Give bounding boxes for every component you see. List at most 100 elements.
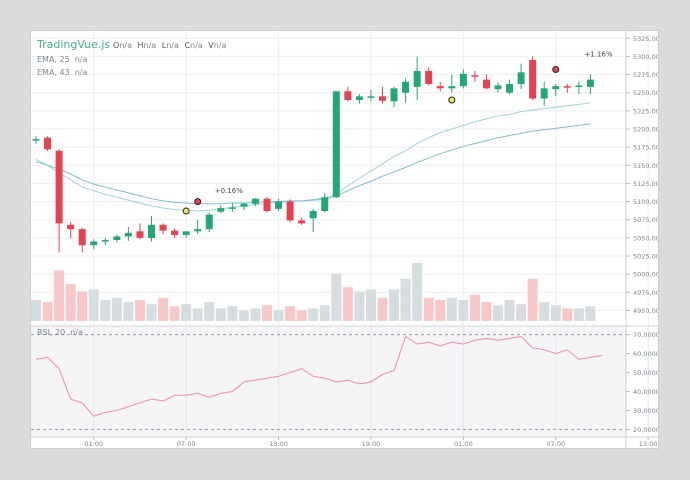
candle-body-20	[263, 198, 271, 212]
candle-body-47	[575, 85, 583, 87]
price-tick-label-4: 5050,00	[633, 234, 658, 242]
price-tick-label-12: 5250,00	[633, 89, 658, 97]
candle-body-37	[459, 73, 467, 87]
candle-22	[286, 199, 294, 222]
rsi-axis[interactable]: 20,0000 30,0000 40,0000 50,0000 60,0000 70,00…	[626, 331, 660, 434]
candle-body-11	[159, 224, 167, 231]
volume-bar-9	[134, 299, 145, 321]
candle-body-5	[90, 241, 98, 246]
volume-bar-44	[539, 302, 550, 321]
volume-bar-23	[296, 310, 307, 321]
rsi-line	[31, 334, 626, 430]
volume-bar-0	[31, 299, 41, 321]
candle-19	[251, 197, 259, 206]
volume-bar-43	[527, 278, 538, 321]
candle-body-45	[552, 86, 560, 90]
rsi-legend[interactable]: RSI, 20 n/a	[37, 328, 83, 337]
candle-13	[182, 231, 190, 238]
candle-body-13	[182, 231, 190, 235]
trading-chart[interactable]: +0.16% +1.16% 4950,00 4975,00 5000,00 5025,0…	[31, 31, 660, 448]
volume-bar-26	[331, 273, 342, 321]
ema43-name: EMA, 43	[37, 68, 70, 77]
price-axis[interactable]: 4950,00 4975,00 5000,00 5025,00 5050,00 5075,…	[626, 35, 660, 315]
candle-10	[148, 216, 155, 242]
ema-lines	[35, 102, 591, 212]
candle-body-35	[436, 86, 444, 89]
volume-bar-22	[285, 306, 296, 321]
time-tick-label-5: 07:00	[546, 440, 565, 448]
candle-32	[402, 78, 410, 103]
rsi-tick-label-1: 30,0000	[633, 407, 658, 415]
legend-low-key: L	[162, 41, 167, 50]
volume-bar-3	[65, 284, 76, 321]
volume-bar-18	[238, 310, 249, 321]
candle-body-24	[309, 211, 317, 219]
volume-bar-28	[354, 291, 365, 321]
volume-bar-36	[446, 297, 457, 321]
candle-39	[482, 74, 490, 90]
candle-45	[552, 83, 560, 97]
candle-body-41	[506, 83, 514, 93]
grid-lines	[31, 31, 649, 437]
price-tick-label-15: 5325,00	[633, 35, 658, 43]
candle-body-8	[124, 232, 132, 237]
volume-bar-17	[227, 306, 238, 321]
app-title: TradingVue.js	[36, 38, 110, 51]
candle-11	[159, 223, 167, 235]
rsi-tick-label-4: 60,0000	[633, 350, 658, 358]
ema25-name: EMA, 25	[37, 55, 70, 64]
trade-marker-label-0: +0.16%	[215, 187, 243, 195]
legend-close-key: C	[184, 41, 190, 50]
candle-body-34	[425, 70, 433, 84]
candle-body-48	[586, 79, 594, 87]
candle-16	[217, 205, 225, 214]
candle-body-6	[101, 240, 109, 242]
candle-25	[321, 192, 329, 213]
candle-8	[124, 227, 132, 241]
candle-body-16	[217, 208, 225, 212]
volume-bar-5	[88, 289, 99, 321]
price-tick-label-14: 5300,00	[633, 53, 658, 61]
candle-body-27	[344, 91, 352, 100]
volume-bar-20	[262, 305, 272, 321]
legend-low-value: n/a	[166, 41, 179, 50]
volume-bar-47	[573, 308, 584, 321]
legend-volume-key: V	[208, 41, 214, 50]
candle-28	[355, 94, 363, 104]
candle-body-17	[228, 207, 236, 209]
volume-bar-31	[389, 289, 400, 321]
candle-20	[263, 197, 271, 213]
volume-bar-39	[481, 302, 492, 321]
time-tick-label-2: 13:00	[269, 440, 288, 448]
price-tick-label-1: 4975,00	[633, 289, 658, 297]
legend-high-key: H	[138, 41, 144, 50]
candle-38	[471, 70, 479, 82]
volume-bar-1	[42, 302, 53, 321]
ema25-line	[35, 102, 591, 212]
volume-bar-46	[562, 308, 573, 321]
rsi-tick-label-2: 40,0000	[633, 388, 658, 396]
candle-12	[171, 228, 179, 238]
overlay-ema25-legend[interactable]: EMA, 25 n/a	[37, 55, 87, 64]
candle-42	[517, 63, 525, 90]
candle-14	[194, 219, 202, 235]
volume-bar-4	[77, 291, 88, 321]
candle-body-23	[298, 220, 306, 224]
candle-body-30	[379, 96, 386, 101]
volume-bar-7	[111, 297, 122, 321]
candle-33	[413, 56, 421, 100]
candle-48	[586, 74, 594, 95]
candle-34	[425, 67, 433, 86]
time-tick-label-0: 01:00	[84, 440, 103, 448]
volume-bar-27	[342, 287, 353, 321]
trade-marker-label-1: +1.16%	[584, 50, 612, 58]
candle-body-2	[55, 150, 63, 224]
price-tick-label-0: 4950,00	[633, 307, 658, 315]
volume-bar-14	[192, 308, 203, 321]
candle-body-25	[321, 197, 329, 212]
trade-marker-2	[448, 96, 456, 104]
legend-open-key: O	[113, 41, 119, 50]
overlay-ema43-legend[interactable]: EMA, 43 n/a	[37, 68, 87, 77]
candle-17	[228, 203, 236, 212]
